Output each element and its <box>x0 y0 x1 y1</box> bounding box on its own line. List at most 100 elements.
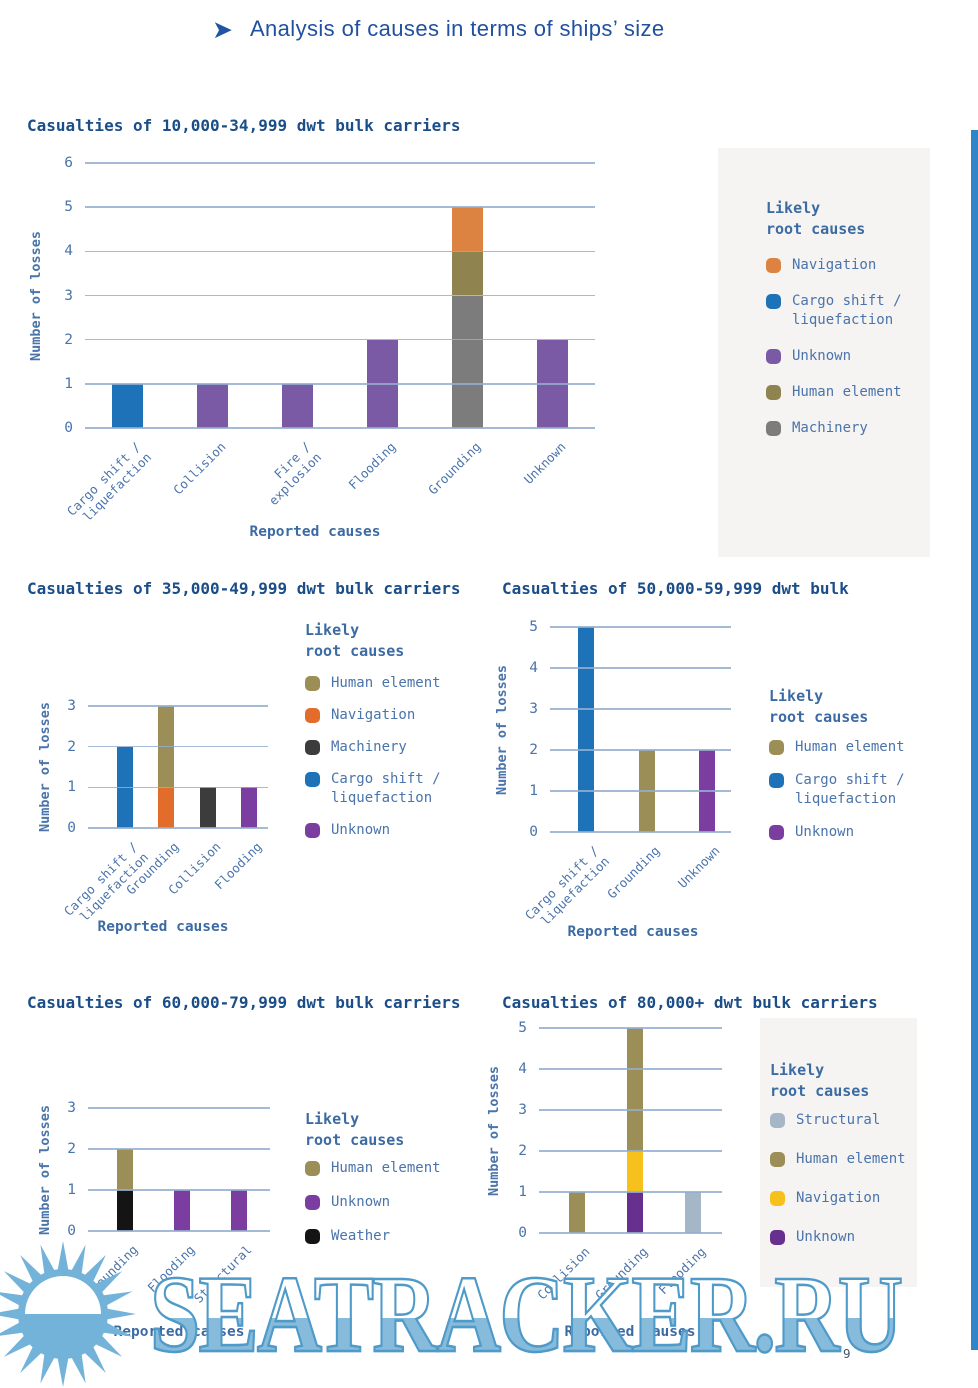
legend-swatch-machinery <box>766 421 781 436</box>
chart5-y-tick-label: 2 <box>518 1143 527 1159</box>
chart2-bar-segment-unknown <box>241 787 258 828</box>
chart3-x-tick-label: Grounding <box>603 843 663 902</box>
chart1-x-tick-label: Collision <box>169 439 229 498</box>
chart1-legend-item: Machinery <box>766 419 916 438</box>
chart1-gridline <box>85 383 595 385</box>
legend-label: Cargo shift / liquefaction <box>331 771 441 806</box>
legend-swatch-cargo-shift-liquefaction <box>766 294 781 309</box>
chart1-bar-segment-navigation <box>452 207 483 252</box>
chart1-gridline <box>85 294 595 297</box>
chart1-x-tick-label: Cargo shift / liquefaction <box>63 439 154 525</box>
chart4-legend-item: Weather <box>305 1227 505 1246</box>
sun-ray <box>57 1241 69 1271</box>
legend-label: Human element <box>792 384 902 400</box>
chart1-gridline <box>85 427 595 429</box>
chart5-legend-title: Likely root causes <box>770 1061 870 1100</box>
legend-swatch-unknown <box>769 825 784 840</box>
chart3-legend-item: Human element <box>769 738 964 757</box>
legend-label: Structural <box>796 1112 881 1128</box>
page-edge-accent-stripe <box>971 130 978 1350</box>
page-number: 9 <box>843 1346 851 1361</box>
sun-ray <box>0 1322 24 1336</box>
arrow-icon: ➤ <box>212 14 233 44</box>
watermark-sun-logo <box>0 1238 140 1388</box>
chart4-gridline <box>88 1148 270 1150</box>
chart2-bar-segment-navigation <box>158 787 175 828</box>
chart2-legend-item: Machinery <box>305 738 500 757</box>
legend-swatch-machinery <box>305 740 320 755</box>
chart4-gridline <box>88 1107 270 1109</box>
chart1-legend: Likely root causes Navigation Cargo shift … <box>718 148 930 557</box>
sun-ray <box>40 1244 55 1275</box>
chart3-gridline <box>550 790 731 792</box>
chart2-y-tick-label: 0 <box>67 820 76 836</box>
chart3-legend-item: Cargo shift / liquefaction <box>769 771 964 809</box>
chart5-y-tick-label: 0 <box>518 1225 527 1241</box>
legend-label: Machinery <box>792 420 868 436</box>
legend-swatch-navigation <box>305 708 320 723</box>
sun-ray <box>3 1271 31 1293</box>
chart1-bar-segment-human-element <box>452 251 483 296</box>
chart5-title: Casualties of 80,000+ dwt bulk carriers <box>502 993 878 1012</box>
chart1-y-tick-label: 0 <box>64 420 73 436</box>
legend-label: Unknown <box>796 1229 856 1245</box>
chart1-y-tick-label: 4 <box>64 243 73 260</box>
chart2-x-axis-label: Reported causes <box>97 919 229 935</box>
chart1-y-tick-label: 3 <box>64 287 73 304</box>
chart4-legend: Likely root causes Human element Unknown We… <box>305 1109 505 1261</box>
chart3-y-tick-label: 2 <box>529 742 538 758</box>
legend-swatch-cargo-shift-liquefaction <box>769 773 784 788</box>
chart5-gridline <box>539 1027 722 1029</box>
legend-swatch-human-element <box>770 1152 785 1167</box>
chart5-gridline <box>539 1150 722 1152</box>
chart5-gridline <box>539 1109 722 1111</box>
chart2-gridline <box>88 705 268 707</box>
chart4-gridline <box>88 1189 270 1191</box>
chart3-title: Casualties of 50,000-59,999 dwt bulk <box>502 579 849 598</box>
legend-label: Unknown <box>331 1194 391 1210</box>
chart1-gridline <box>85 338 595 341</box>
chart1-legend-item: Cargo shift / liquefaction <box>766 292 916 330</box>
chart3-legend-item: Unknown <box>769 823 964 842</box>
chart5-legend-item: Structural <box>770 1111 911 1130</box>
chart3-gridline <box>550 831 731 833</box>
chart4-y-tick-label: 0 <box>67 1223 76 1239</box>
chart1-x-tick-label: Grounding <box>424 439 484 498</box>
chart2-y-tick-label: 2 <box>67 738 76 755</box>
legend-label: Cargo shift / liquefaction <box>795 772 905 807</box>
sun-ray <box>0 1308 20 1320</box>
sun-dome <box>25 1276 101 1314</box>
legend-swatch-human-element <box>769 740 784 755</box>
chart3-y-tick-label: 1 <box>529 783 538 799</box>
legend-label: Navigation <box>796 1190 881 1206</box>
sun-ray <box>57 1357 69 1387</box>
chart3-gridline <box>550 708 731 710</box>
chart1-y-tick-label: 5 <box>64 199 73 216</box>
chart4-y-axis-label: Number of losses <box>37 1104 53 1235</box>
chart4-bar-segment-unknown <box>231 1190 248 1231</box>
chart1-x-tick-label: Unknown <box>520 439 569 487</box>
sun-ray <box>20 1254 42 1282</box>
chart4-title: Casualties of 60,000-79,999 dwt bulk car… <box>27 993 461 1012</box>
chart1-bar-segment-unknown <box>197 383 228 428</box>
sun-ray <box>102 1322 133 1337</box>
sun-ray <box>3 1335 31 1357</box>
chart1-x-tick-label: Fire / explosion <box>265 439 324 509</box>
watermark-text: SEATRACKER.RU <box>149 1253 904 1375</box>
chart1-y-tick-label: 2 <box>64 331 73 348</box>
chart5-y-tick-label: 4 <box>518 1061 527 1077</box>
chart2-gridline <box>88 745 268 748</box>
chart1-bar-segment-machinery <box>452 295 483 428</box>
legend-label: Human element <box>796 1151 906 1167</box>
chart2-legend-item: Unknown <box>305 821 500 840</box>
legend-label: Human element <box>331 675 441 691</box>
chart4-gridline <box>88 1230 270 1232</box>
chart2-legend-item: Cargo shift / liquefaction <box>305 770 500 808</box>
chart5-legend: Likely root causes Structural Human elemen… <box>760 1018 917 1287</box>
sun-ray <box>71 1353 86 1384</box>
chart2-title: Casualties of 35,000-49,999 dwt bulk car… <box>27 579 461 598</box>
chart4-legend-title: Likely root causes <box>305 1110 405 1149</box>
chart5-legend-item: Navigation <box>770 1189 911 1208</box>
legend-label: Unknown <box>792 348 852 364</box>
chart2-legend: Likely root causes Human element Navigatio… <box>305 620 500 853</box>
